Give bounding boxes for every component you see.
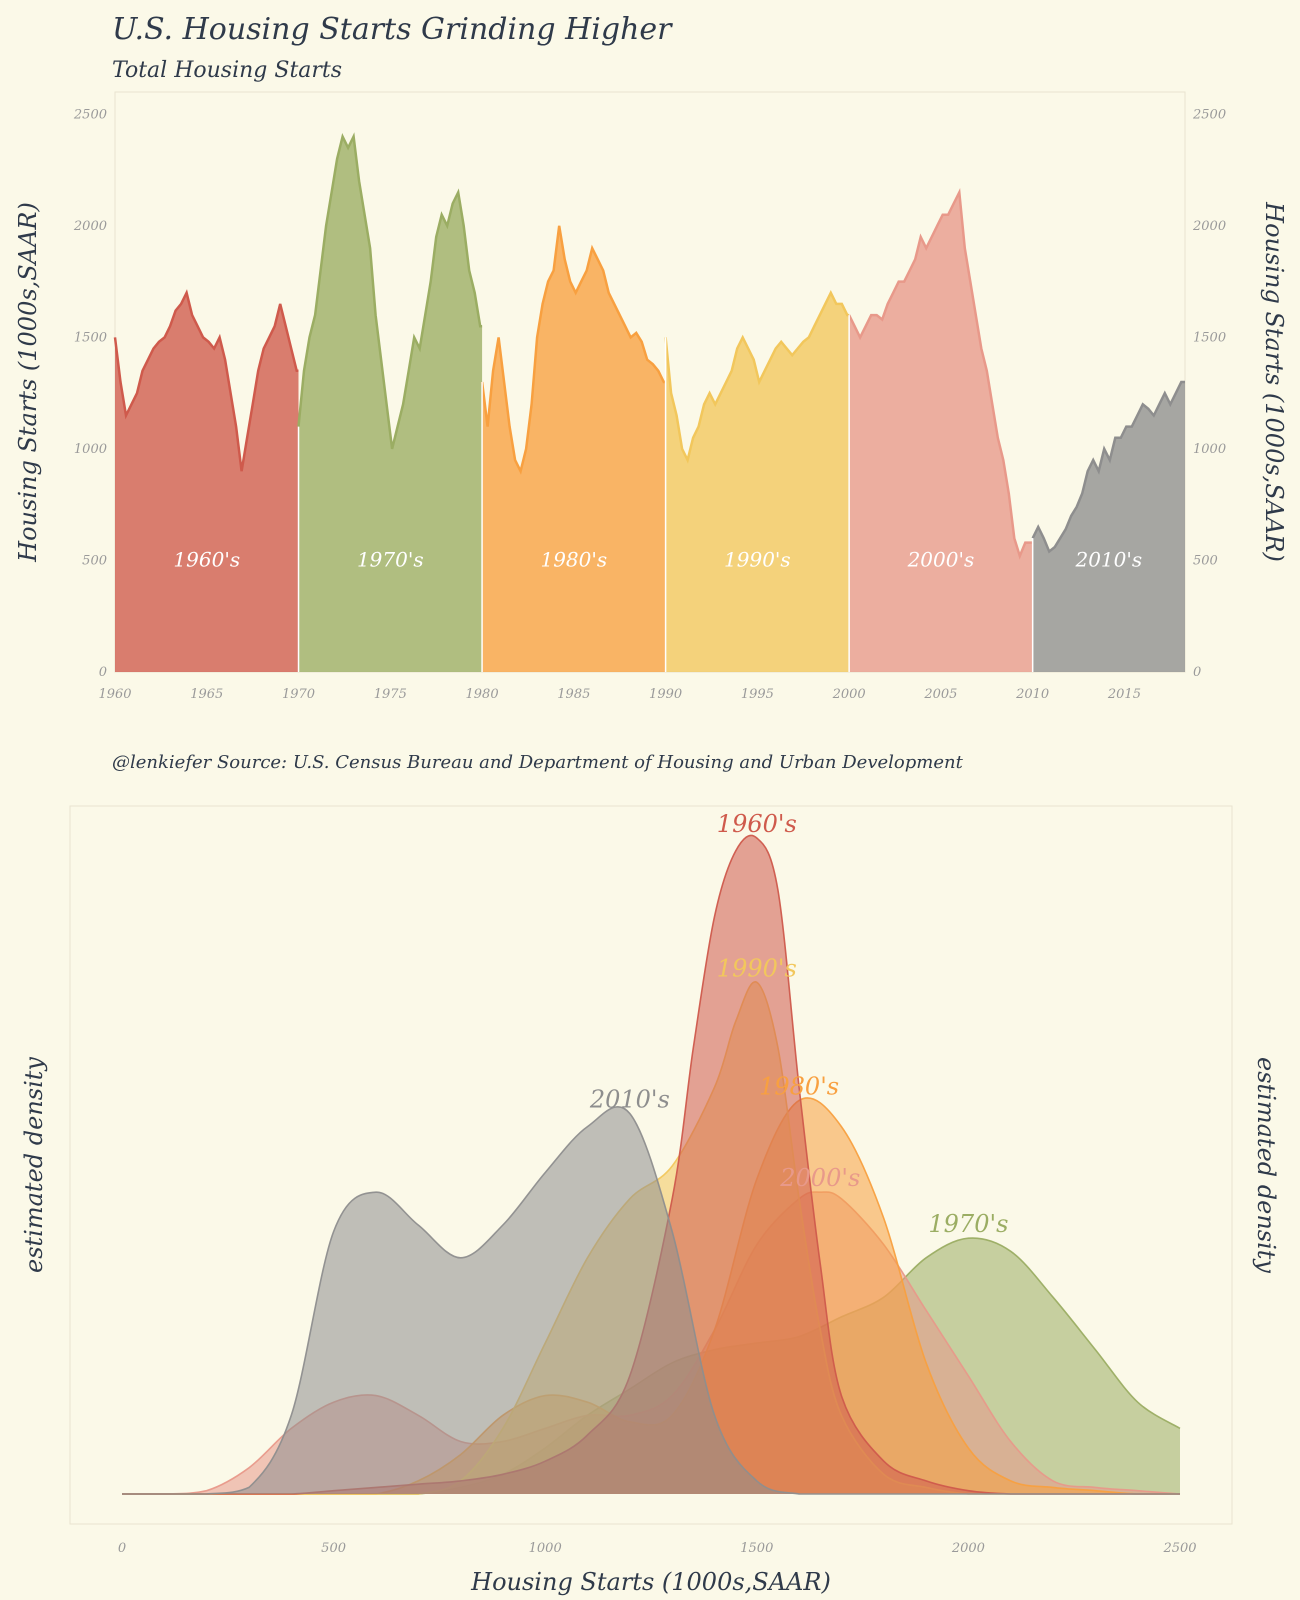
- y-tick-label-right: 0: [1193, 665, 1201, 680]
- decade-label-2000s: 2000's: [907, 547, 975, 571]
- density-x-tick-label: 2000: [951, 1541, 985, 1556]
- area-1990s: [665, 292, 850, 672]
- decade-labels: 1960's 1970's 1980's 1990's 2000's 2010's: [173, 547, 1142, 571]
- decade-label-2010s: 2010's: [1074, 547, 1142, 571]
- x-tick-label: 1975: [374, 687, 407, 702]
- density-y-axis-title-left: estimated density: [20, 1057, 48, 1273]
- x-tick-label: 1980: [466, 687, 499, 702]
- density-plot-panel: [69, 805, 1233, 1525]
- y-tick-label-left: 1500: [74, 330, 107, 345]
- line-2010s: [1031, 380, 1185, 554]
- x-axis-ticks: 1960 1965 1970 1975 1980 1985 1990 1995 2000 2005…: [98, 687, 1141, 702]
- density-label-1960s: 1960's: [717, 810, 797, 838]
- density-label-2000s: 2000's: [779, 1164, 860, 1192]
- x-tick-label: 1960: [98, 687, 131, 702]
- y-axis-ticks-left: 0 500 1000 1500 2000 2500: [73, 107, 107, 680]
- x-tick-label: 2005: [923, 687, 957, 702]
- y-tick-label-left: 500: [82, 553, 107, 568]
- density-area-2010s: [122, 1106, 1180, 1494]
- x-tick-label: 1990: [649, 687, 682, 702]
- y-tick-label-right: 1000: [1193, 442, 1226, 457]
- x-tick-label: 1985: [557, 687, 590, 702]
- x-tick-label: 2000: [832, 687, 866, 702]
- density-x-tick-label: 0: [118, 1541, 126, 1556]
- y-tick-label-left: 2000: [73, 219, 107, 234]
- density-label-1970s: 1970's: [928, 1210, 1008, 1238]
- y-tick-label-right: 1500: [1193, 330, 1226, 345]
- area-1980s: [482, 225, 666, 673]
- decade-label-1960s: 1960's: [173, 547, 240, 571]
- area-1970s: [298, 136, 483, 673]
- density-series-labels: 1970's 2000's 1980's 1990's 1960's 2010's: [589, 810, 1009, 1238]
- y-axis-title-left: Housing Starts (1000s,SAAR): [14, 202, 42, 563]
- density-y-axis-title-right: estimated density: [1252, 1057, 1280, 1273]
- line-1970s: [297, 132, 483, 450]
- area-1960s: [115, 292, 299, 672]
- line-2000s: [847, 187, 1033, 560]
- y-tick-label-right: 2500: [1192, 107, 1226, 122]
- y-tick-label-right: 2000: [1192, 219, 1226, 234]
- decade-label-1980s: 1980's: [540, 547, 607, 571]
- density-x-tick-label: 500: [321, 1541, 346, 1556]
- decade-label-1990s: 1990's: [724, 547, 791, 571]
- decade-dividers: [297, 315, 1034, 672]
- source-caption: @lenkiefer Source: U.S. Census Bureau an…: [112, 752, 963, 773]
- y-axis-title-right: Housing Starts (1000s,SAAR): [1260, 201, 1288, 562]
- x-tick-label: 2010: [1015, 687, 1049, 702]
- line-1980s: [480, 225, 666, 475]
- area-2010s: [1032, 382, 1185, 672]
- y-tick-label-right: 500: [1193, 553, 1218, 568]
- area-2000s: [849, 192, 1033, 672]
- time-series-chart: 1960's 1970's 1980's 1990's 2000's 2010's 196…: [14, 91, 1288, 702]
- density-x-tick-label: 1000: [529, 1541, 562, 1556]
- x-tick-label: 1970: [282, 687, 315, 702]
- density-line-2010s: [121, 1106, 1180, 1495]
- x-tick-label: 2015: [1107, 687, 1141, 702]
- x-tick-label: 1965: [190, 687, 223, 702]
- y-tick-label-left: 0: [99, 665, 107, 680]
- density-x-axis-title: Housing Starts (1000s,SAAR): [470, 1568, 831, 1596]
- y-tick-label-left: 2500: [73, 107, 107, 122]
- density-area-1980s: [122, 1097, 1180, 1494]
- density-label-1980s: 1980's: [759, 1072, 839, 1100]
- chart-title: U.S. Housing Starts Grinding Higher: [112, 12, 672, 47]
- line-1990s: [664, 289, 850, 464]
- y-axis-ticks-right: 0 500 1000 1500 2000 2500: [1192, 107, 1226, 680]
- decade-areas: [113, 132, 1185, 673]
- density-label-1990s: 1990's: [717, 954, 797, 982]
- density-x-tick-label: 1500: [740, 1541, 773, 1556]
- chart-subtitle: Total Housing Starts: [112, 58, 343, 83]
- y-tick-label-left: 1000: [74, 442, 107, 457]
- density-x-axis-ticks: 0 500 1000 1500 2000 2500: [118, 1541, 1197, 1556]
- density-areas: [121, 834, 1181, 1495]
- density-x-tick-label: 2500: [1162, 1541, 1196, 1556]
- decade-label-1970s: 1970's: [357, 547, 424, 571]
- x-tick-label: 1995: [741, 687, 774, 702]
- density-label-2010s: 2010's: [589, 1086, 670, 1114]
- line-1960s: [113, 289, 299, 472]
